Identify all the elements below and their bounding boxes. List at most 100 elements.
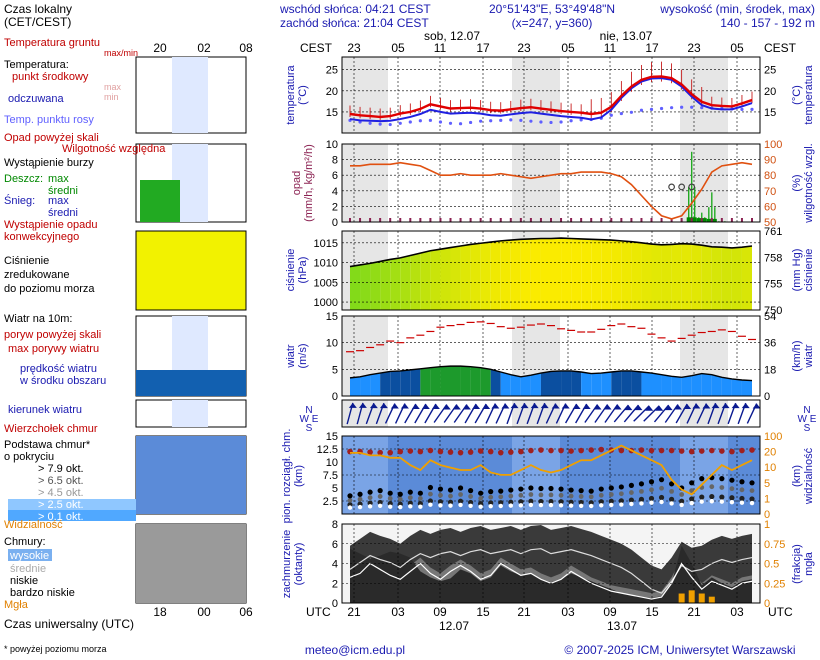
wind-arrow-head — [731, 403, 740, 409]
legend-precip-over: Opad powyżej skali — [4, 132, 99, 144]
cloud-base-dot-high — [658, 477, 665, 483]
cloud-base-dot-high — [538, 485, 544, 492]
legend-snow-max: max — [48, 195, 69, 207]
wind-arrow-head — [702, 403, 711, 409]
cloud-base-dot-mid — [508, 493, 514, 499]
zero-precip-marker — [539, 218, 542, 222]
cloud-base-dot-high — [417, 490, 423, 496]
cloud-base-dot-light — [578, 503, 584, 509]
wind-arrow-head — [369, 403, 378, 409]
cloud-base-dot-high — [528, 485, 534, 491]
cloud-base-dot-light — [629, 501, 634, 507]
cest-left-label: CEST — [300, 41, 333, 55]
height-title: wysokość (min, środek, max) — [659, 2, 815, 16]
cloud-top-dot — [578, 447, 584, 454]
cloud-base-dot-light — [568, 503, 574, 508]
humidity-line — [350, 161, 753, 220]
dew-point-dot — [539, 120, 543, 124]
zero-precip-marker — [449, 218, 452, 222]
cloud-base-dot-light — [649, 500, 654, 505]
wind-speed-fill — [561, 370, 572, 396]
wind-speed-fill — [540, 371, 551, 396]
night-band-temperature-1 — [512, 57, 560, 133]
cloud-top-dot — [658, 447, 665, 454]
legend-dew: Temp. punktu rosy — [4, 114, 94, 126]
wind-arrow-head — [561, 403, 570, 409]
cloud-top-dot — [487, 448, 494, 455]
cloud-top-dot — [558, 447, 564, 454]
cloud-top-dot — [417, 448, 424, 455]
cloud-base-dot-mid — [709, 484, 715, 490]
cloud-base-dot-mid — [689, 488, 695, 493]
pressure-fill-segment — [691, 244, 702, 310]
wind-arrow-shaft — [643, 405, 660, 422]
utc-tick: 03 — [561, 605, 575, 619]
wind-speed-fill — [671, 376, 682, 396]
cloud-base-dot-mid — [749, 488, 755, 493]
legend-wind-at: Wiatr na 10m: — [4, 313, 72, 325]
legend-okt-25: > 2.5 okt. — [38, 499, 84, 511]
cloud-base-dot-high — [598, 486, 604, 492]
cloud-base-dot-light — [488, 503, 493, 509]
ytick-right-cloud_cover-4: 1 — [764, 519, 770, 531]
cloud-base-dot-mid — [468, 494, 473, 499]
cloud-base-dot-mid — [669, 488, 674, 494]
temp-axis-title-right: (°C)temperatura — [791, 64, 815, 124]
mini-cloud-bg — [136, 436, 246, 514]
cloud-base-dot-low — [447, 499, 454, 505]
zero-precip-marker — [650, 218, 653, 222]
cloud-base-dot-high — [518, 486, 524, 492]
mini-top-tick: 20 — [153, 41, 167, 55]
wind-speed-fill — [641, 372, 652, 396]
pressure-fill-segment — [390, 257, 401, 310]
cloud-top-dot — [729, 448, 735, 455]
cloud-top-dot — [668, 447, 675, 454]
pressure-fill-segment — [510, 239, 521, 310]
ytick-left-precipitation-1: 2 — [332, 201, 338, 213]
cloud-base-dot-light — [428, 502, 433, 507]
pressure-fill-segment — [540, 238, 551, 310]
cloud-base-dot-low — [387, 501, 393, 507]
dew-point-dot — [639, 108, 644, 112]
zero-precip-marker — [640, 218, 643, 222]
cloud-base-dot-mid — [568, 493, 574, 499]
legend-cloud-high: wysokie — [9, 550, 49, 562]
dew-point-dot — [458, 122, 463, 126]
cloud-base-dot-mid — [608, 492, 614, 497]
cloud-top-dot — [407, 448, 414, 454]
pressure-fill-segment — [701, 245, 712, 310]
cloud-base-dot-mid — [397, 496, 403, 502]
cloud-base-dot-low — [518, 499, 524, 505]
cloud-base-dot-mid — [347, 497, 353, 503]
ytick-right-temperature-2: 25 — [764, 65, 776, 77]
legend-snow-mid: średni — [48, 207, 78, 219]
wind-arrow-shaft — [633, 405, 650, 422]
cloud-top-dot — [618, 447, 625, 454]
zero-precip-marker — [409, 218, 412, 222]
cloud-base-dot-low — [417, 501, 423, 507]
cest-tick: 05 — [391, 41, 405, 55]
cloud-base-dot-low — [669, 496, 675, 502]
cloud-base-dot-low — [658, 494, 665, 501]
pressure-fill-segment — [400, 255, 411, 310]
wind-arrow-head — [624, 405, 633, 411]
ytick-left-cloud_base-5: 15 — [326, 431, 338, 443]
legend-local-time-line: (CET/CEST) — [4, 15, 71, 29]
pressure-fill-segment — [480, 242, 491, 310]
legend-snow: Śnieg: — [4, 194, 35, 207]
mini-wind-fill — [136, 370, 246, 396]
pressure-fill-segment — [520, 238, 531, 310]
zero-precip-marker — [479, 218, 482, 222]
temp-axis-title-left-line: temperatura — [285, 64, 297, 124]
ytick-left-temperature-1: 20 — [326, 86, 338, 98]
fog-axis-title-right: (frakcja)mgła — [791, 544, 815, 584]
ytick-right-precipitation-2: 70 — [764, 186, 776, 198]
cloud-base-dot-light — [388, 504, 393, 509]
ytick-left-cloud_cover-3: 6 — [332, 539, 338, 551]
legend-okt-45: > 4.5 okt. — [38, 487, 84, 499]
cloud-base-dot-high — [498, 488, 504, 494]
ytick-left-cloud_base-1: 5 — [332, 483, 338, 495]
wind-speed-fill — [460, 366, 471, 396]
wind-arrow-head — [721, 403, 730, 409]
